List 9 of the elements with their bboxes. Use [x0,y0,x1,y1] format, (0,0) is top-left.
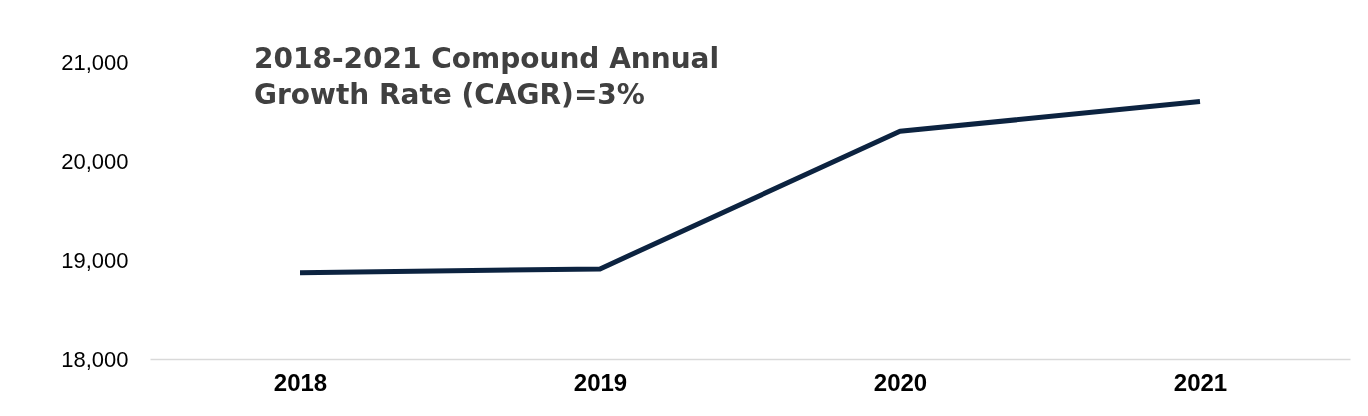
y-tick-label: 19,000 [61,247,129,273]
x-tick-label: 2019 [573,368,628,396]
y-tick-label: 21,000 [61,49,129,75]
x-tick-label: 2021 [1173,368,1228,396]
annotation: 2018-2021 Compound Annual Growth Rate (CAGR)=3% [254,42,720,111]
y-tick-label: 20,000 [61,148,129,174]
x-tick-label: 2020 [873,368,928,396]
x-tick-label: 2018 [273,368,328,396]
y-tick-label: 18,000 [61,346,129,372]
